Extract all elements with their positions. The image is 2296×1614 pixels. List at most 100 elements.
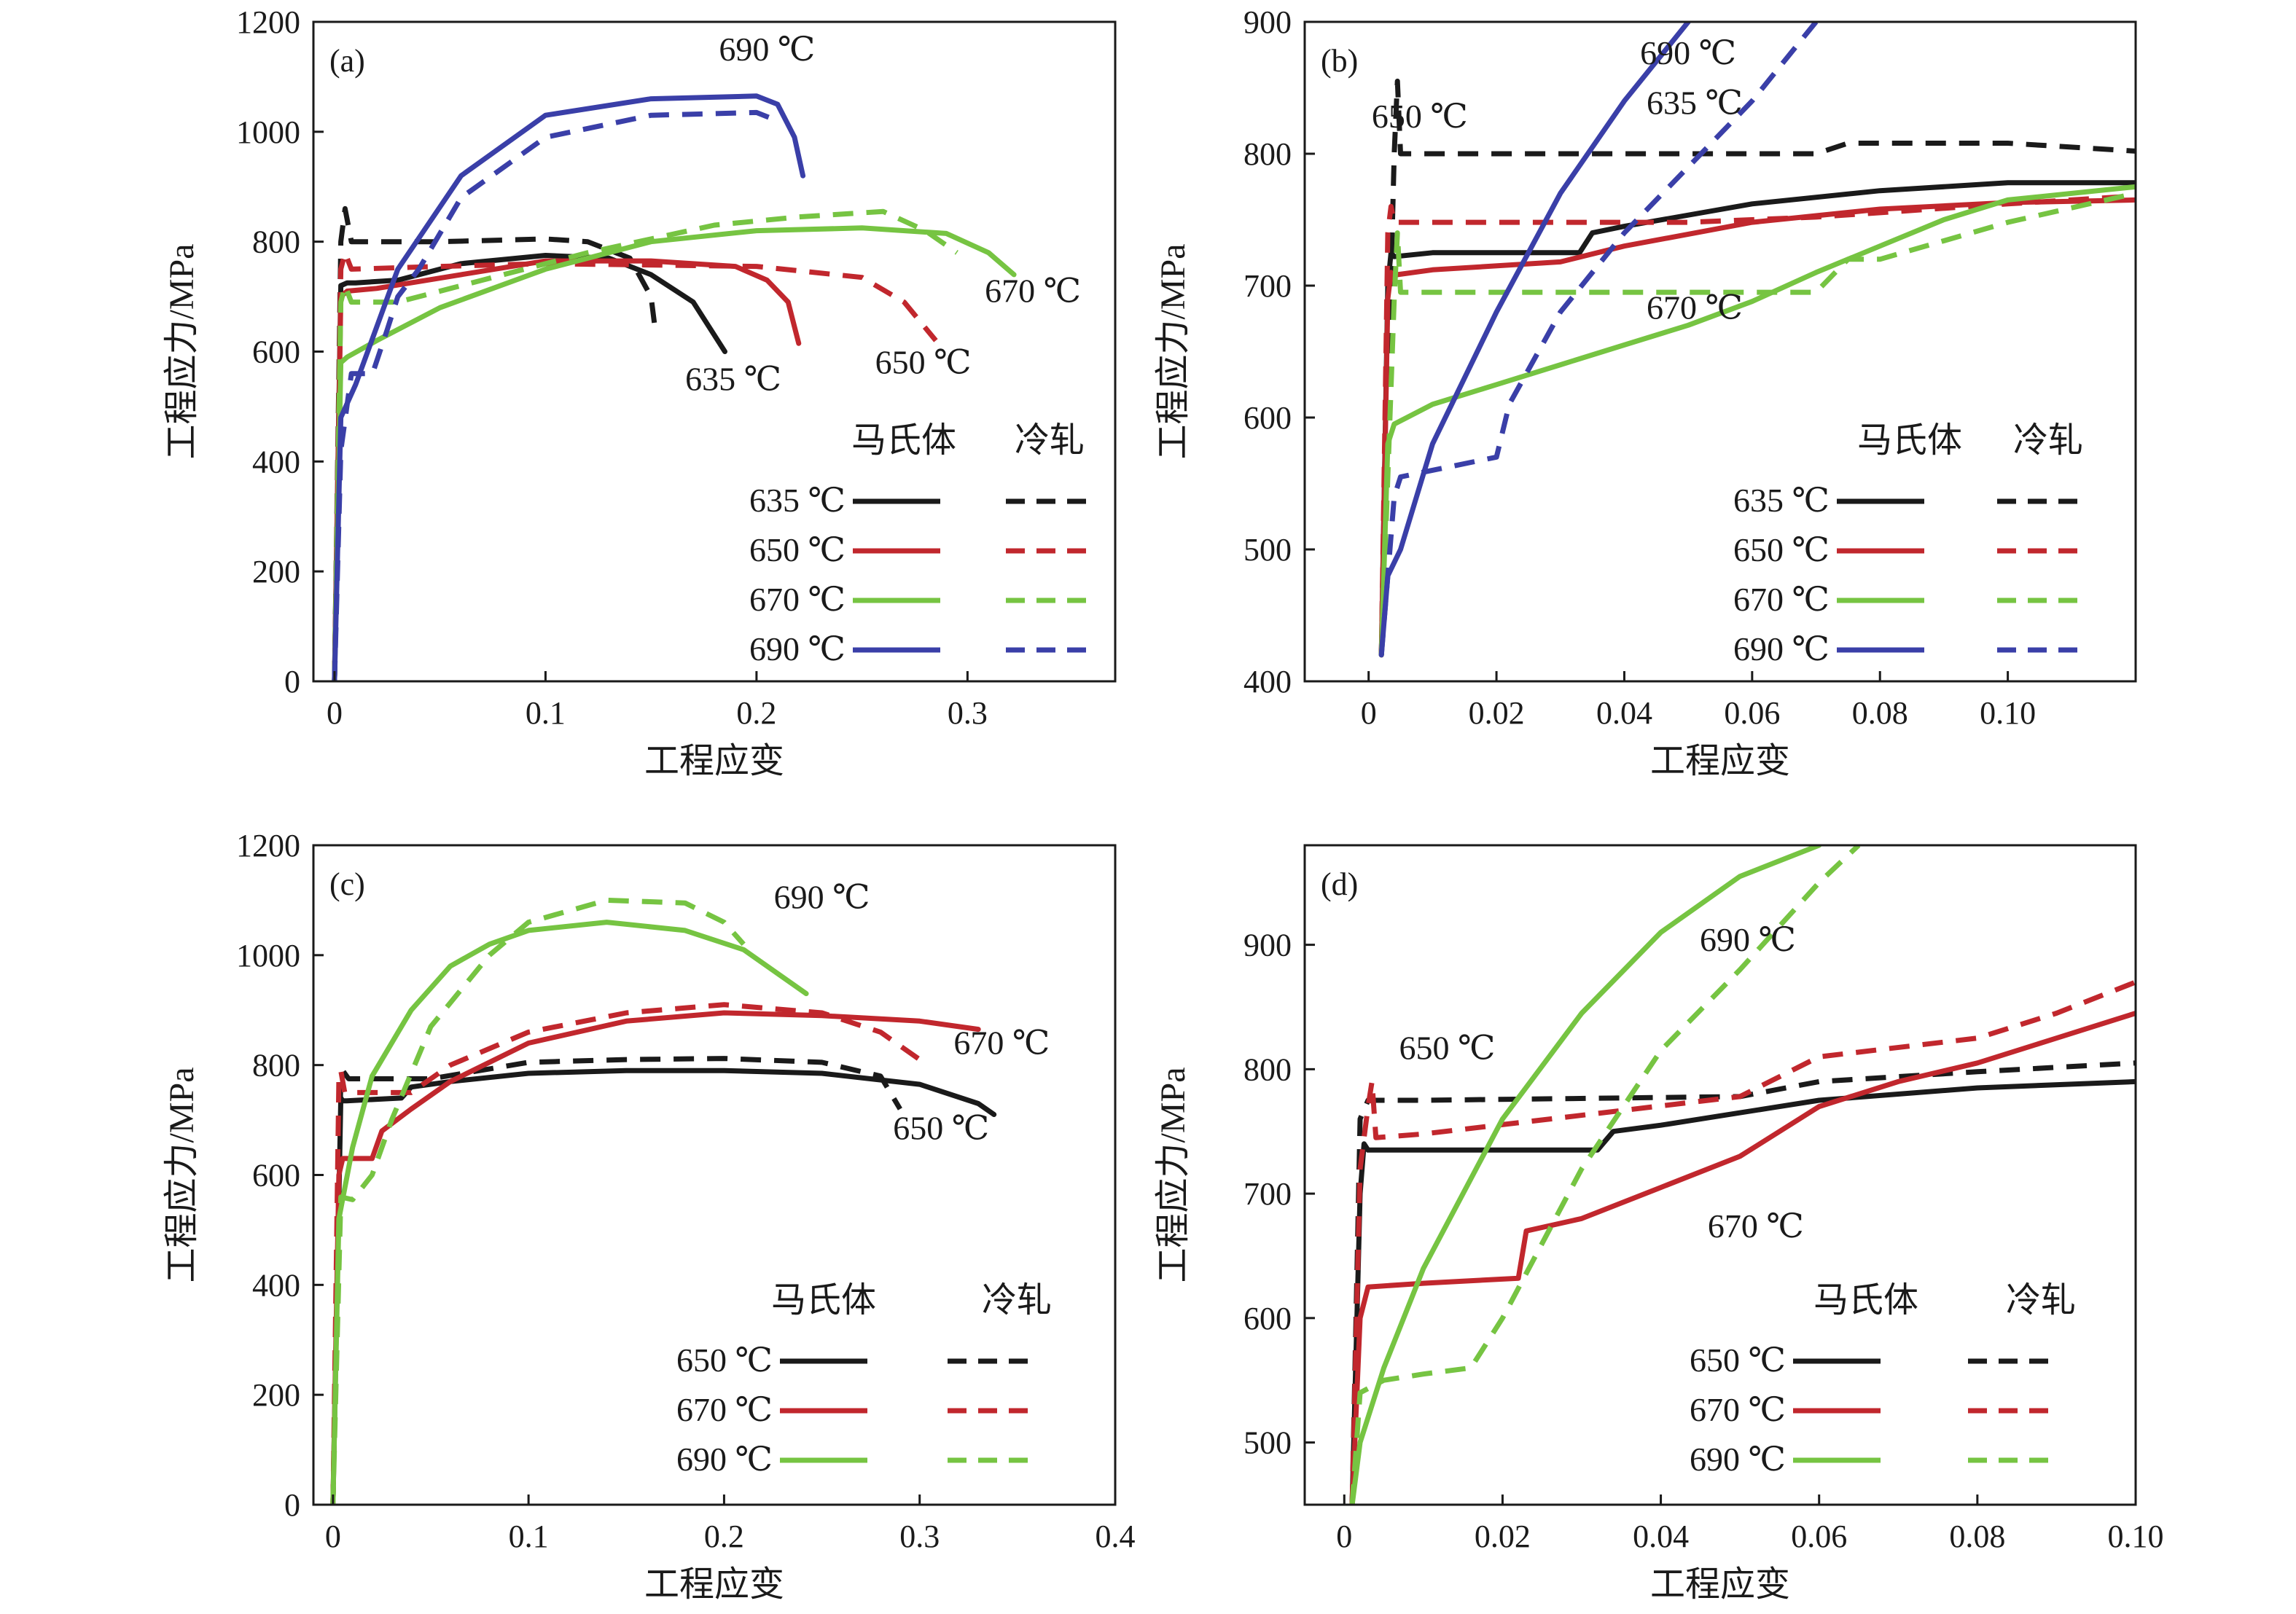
series-line-670-martensite — [1349, 1011, 2136, 1505]
curve-annotation: 670 ℃ — [953, 1025, 1050, 1062]
legend-label: 690 ℃ — [749, 630, 846, 667]
y-tick-label: 700 — [1243, 268, 1292, 304]
x-tick-label: 0.4 — [1096, 1519, 1136, 1554]
y-tick-label: 400 — [252, 1267, 300, 1303]
legend-label: 650 ℃ — [1733, 531, 1830, 568]
legend-header-martensite: 马氏体 — [1813, 1281, 1918, 1320]
y-axis-title: 工程应力/MPa — [1154, 1067, 1192, 1282]
x-tick-label: 0.02 — [1469, 695, 1525, 731]
curve-annotation: 635 ℃ — [1647, 85, 1743, 122]
x-tick-label: 0 — [327, 695, 343, 731]
legend-label: 690 ℃ — [1733, 630, 1830, 667]
series-line-650-cold-rolled — [1378, 193, 2136, 655]
legend: 马氏体 冷轧 635 ℃ 650 ℃ 670 ℃ 690 ℃ — [749, 421, 1093, 667]
series-line-635-martensite — [1378, 180, 2136, 658]
series-line-670-cold-rolled — [1349, 979, 2136, 1505]
series-line-690-cold-rolled — [1378, 22, 1819, 656]
x-tick-label: 0.3 — [899, 1519, 940, 1554]
series-group — [1349, 845, 2136, 1505]
series-line-650-cold-rolled — [332, 250, 938, 681]
y-axis-title: 工程应力/MPa — [1154, 243, 1192, 459]
y-axis-title: 工程应力/MPa — [163, 1067, 201, 1282]
y-tick-label: 800 — [252, 224, 300, 260]
series-line-635-cold-rolled — [1378, 78, 2136, 655]
x-axis-title: 工程应变 — [1650, 742, 1790, 780]
panel-label: (c) — [329, 866, 365, 902]
x-tick-label: 0 — [325, 1519, 341, 1554]
legend-label: 670 ℃ — [749, 581, 846, 618]
y-tick-label: 600 — [252, 1158, 300, 1194]
panel-c: 0 0.1 0.2 0.3 0.4 0 200 400 600 800 1000 1200 工程应变 工程… — [163, 828, 1136, 1604]
series-group — [1378, 22, 2136, 658]
series-line-670-cold-rolled — [330, 1002, 921, 1505]
y-tick-label: 1200 — [236, 4, 300, 40]
legend-header-martensite: 马氏体 — [851, 421, 956, 460]
series-line-690-cold-rolled — [330, 897, 746, 1505]
x-tick-label: 0.04 — [1596, 695, 1652, 731]
panel-label: (d) — [1321, 866, 1358, 902]
plot-frame — [1303, 20, 2137, 683]
y-tick-label: 800 — [252, 1048, 300, 1084]
curve-annotation: 650 ℃ — [875, 344, 972, 381]
series-line-650-martensite — [332, 258, 802, 681]
y-tick-label: 600 — [1243, 400, 1292, 436]
y-tick-label: 800 — [1243, 136, 1292, 172]
plot-frame — [1303, 844, 2137, 1506]
x-tick-label: 0.3 — [948, 695, 988, 731]
series-line-650-cold-rolled — [330, 1056, 902, 1505]
x-tick-label: 0 — [1361, 695, 1377, 731]
legend-label: 690 ℃ — [1690, 1441, 1786, 1478]
curve-annotation: 690 ℃ — [1700, 921, 1796, 958]
y-tick-label: 200 — [252, 554, 300, 589]
y-tick-label: 200 — [252, 1377, 300, 1413]
curve-annotation: 690 ℃ — [774, 879, 870, 916]
series-group — [332, 93, 1017, 681]
legend-label: 635 ℃ — [1733, 482, 1830, 519]
legend-label: 690 ℃ — [676, 1441, 773, 1478]
panel-a: 0 0.1 0.2 0.3 0 200 400 600 800 1000 1200 工程应变 工程应力/… — [163, 4, 1117, 780]
x-tick-label: 0.10 — [2108, 1519, 2164, 1554]
y-tick-label: 1000 — [236, 938, 300, 974]
y-tick-label: 900 — [1243, 4, 1292, 40]
series-line-650-cold-rolled — [1349, 1060, 2136, 1505]
x-tick-label: 0.04 — [1633, 1519, 1689, 1554]
legend-label: 670 ℃ — [1690, 1391, 1786, 1428]
x-tick-label: 0.08 — [1949, 1519, 2005, 1554]
series-line-690-cold-rolled — [1349, 845, 1861, 1505]
x-tick-label: 0.02 — [1475, 1519, 1531, 1554]
series-line-670-cold-rolled — [1378, 190, 2136, 655]
panel-label: (a) — [329, 43, 365, 79]
legend: 马氏体 冷轧 635 ℃ 650 ℃ 670 ℃ 690 ℃ — [1733, 421, 2085, 667]
x-tick-label: 0.06 — [1791, 1519, 1847, 1554]
curve-annotation: 635 ℃ — [685, 360, 781, 397]
y-tick-label: 400 — [252, 444, 300, 479]
x-tick-label: 0.2 — [704, 1519, 744, 1554]
x-tick-label: 0.08 — [1852, 695, 1908, 731]
curve-annotation: 650 ℃ — [893, 1109, 989, 1146]
curve-annotation: 650 ℃ — [1372, 98, 1468, 135]
series-group — [330, 897, 997, 1505]
legend-label: 635 ℃ — [749, 482, 846, 519]
x-tick-label: 0.2 — [736, 695, 776, 731]
legend-header-cold-rolled: 冷轧 — [1015, 421, 1085, 460]
y-tick-label: 400 — [1243, 664, 1292, 700]
y-tick-label: 900 — [1243, 928, 1292, 963]
x-axis-title: 工程应变 — [644, 1565, 784, 1604]
curve-annotation: 650 ℃ — [1399, 1030, 1495, 1067]
legend-label: 650 ℃ — [749, 531, 846, 568]
y-tick-label: 0 — [284, 1487, 300, 1523]
legend-label: 650 ℃ — [676, 1341, 773, 1379]
x-tick-label: 0 — [1336, 1519, 1352, 1554]
y-tick-label: 600 — [1243, 1301, 1292, 1336]
legend-header-martensite: 马氏体 — [1857, 421, 1962, 460]
series-line-670-martensite — [1378, 184, 2136, 658]
curve-annotation: 670 ℃ — [1647, 289, 1743, 326]
x-tick-label: 0.1 — [509, 1519, 549, 1554]
curve-annotation: 670 ℃ — [1708, 1207, 1804, 1245]
y-tick-label: 800 — [1243, 1051, 1292, 1087]
x-axis-title: 工程应变 — [1650, 1565, 1790, 1604]
x-tick-label: 0.10 — [1980, 695, 2036, 731]
legend-header-cold-rolled: 冷轧 — [2013, 421, 2083, 460]
y-axis-title: 工程应力/MPa — [163, 243, 201, 459]
plot-frame — [312, 20, 1117, 683]
